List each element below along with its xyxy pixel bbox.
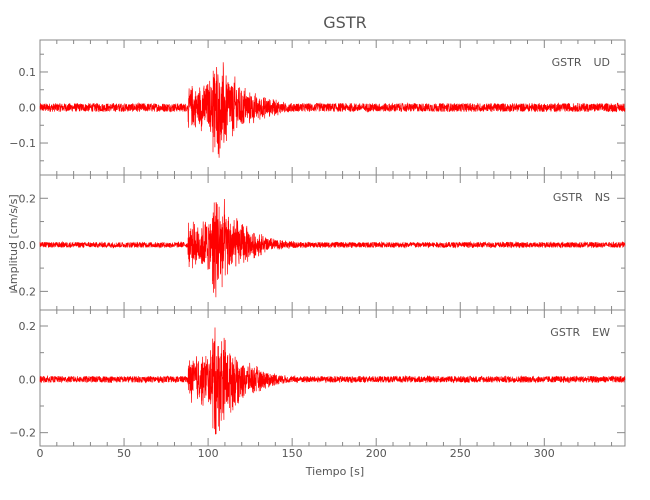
x-tick-label: 300: [534, 447, 555, 460]
y-tick-label: 0.0: [19, 102, 37, 115]
y-tick-label: 0.2: [19, 192, 37, 205]
x-tick-label: 150: [282, 447, 303, 460]
station-name: GSTR: [553, 191, 583, 204]
panel-ns: −0.2 0.0 0.2 GSTR NS: [9, 174, 626, 311]
y-tick-label: 0.1: [19, 66, 37, 79]
y-axis-label: Amplitud [cm/s/s]: [7, 194, 20, 291]
component-label: GSTR EW: [550, 326, 610, 339]
waveform-ns: [39, 198, 626, 298]
x-tick-label: 100: [198, 447, 219, 460]
chart-title: GSTR: [323, 13, 366, 32]
component-label: GSTR NS: [553, 191, 610, 204]
component-name: EW: [592, 326, 610, 339]
panel-ew: −0.2 0.0 0.2 GSTR EW: [9, 309, 626, 447]
y-tick-label: 0.0: [19, 373, 37, 386]
component-name: NS: [595, 191, 610, 204]
y-tick-label: 0.2: [19, 320, 37, 333]
waveform-ud: [39, 62, 626, 158]
y-tick-label: −0.2: [9, 285, 36, 298]
x-tick-label: 50: [117, 447, 131, 460]
station-name: GSTR: [550, 326, 580, 339]
waveform-ew: [39, 327, 626, 435]
station-name: GSTR: [552, 56, 582, 69]
x-tick-label: 250: [450, 447, 471, 460]
panel-ud: −0.1 0.0 0.1 GSTR UD: [9, 39, 626, 176]
x-tick-label: 200: [366, 447, 387, 460]
y-tick-label: −0.2: [9, 427, 36, 440]
x-axis-label: Tiempo [s]: [305, 465, 364, 478]
component-label: GSTR UD: [552, 56, 610, 69]
y-tick-label: 0.0: [19, 239, 37, 252]
x-tick-label: 0: [37, 447, 44, 460]
component-name: UD: [593, 56, 610, 69]
y-tick-label: −0.1: [9, 137, 36, 150]
